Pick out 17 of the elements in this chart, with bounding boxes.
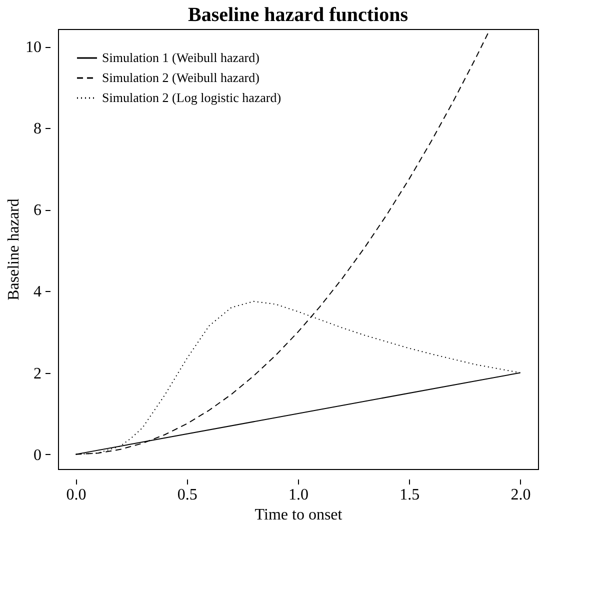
x-tick-label: 1.0 bbox=[288, 486, 308, 504]
y-axis-title: Baseline hazard bbox=[6, 198, 22, 300]
y-tick-label: 4 bbox=[34, 284, 42, 301]
x-tick-label: 0.0 bbox=[66, 486, 86, 504]
legend-label: Simulation 1 (Weibull hazard) bbox=[102, 50, 260, 65]
y-tick-label: 6 bbox=[34, 202, 42, 220]
y-tick-label: 8 bbox=[34, 120, 42, 138]
y-tick-label: 0 bbox=[34, 446, 42, 464]
x-tick-label: 0.5 bbox=[177, 486, 198, 504]
legend-label: Simulation 2 (Log logistic hazard) bbox=[102, 90, 282, 105]
x-tick-label: 2.0 bbox=[510, 486, 531, 504]
y-tick-label: 2 bbox=[34, 365, 42, 382]
x-tick-label: 1.5 bbox=[400, 486, 420, 504]
legend-label: Simulation 2 (Weibull hazard) bbox=[102, 70, 260, 85]
chart-title: Baseline hazard functions bbox=[188, 4, 408, 26]
x-axis-title: Time to onset bbox=[254, 506, 343, 524]
y-tick-label: 10 bbox=[26, 39, 42, 56]
